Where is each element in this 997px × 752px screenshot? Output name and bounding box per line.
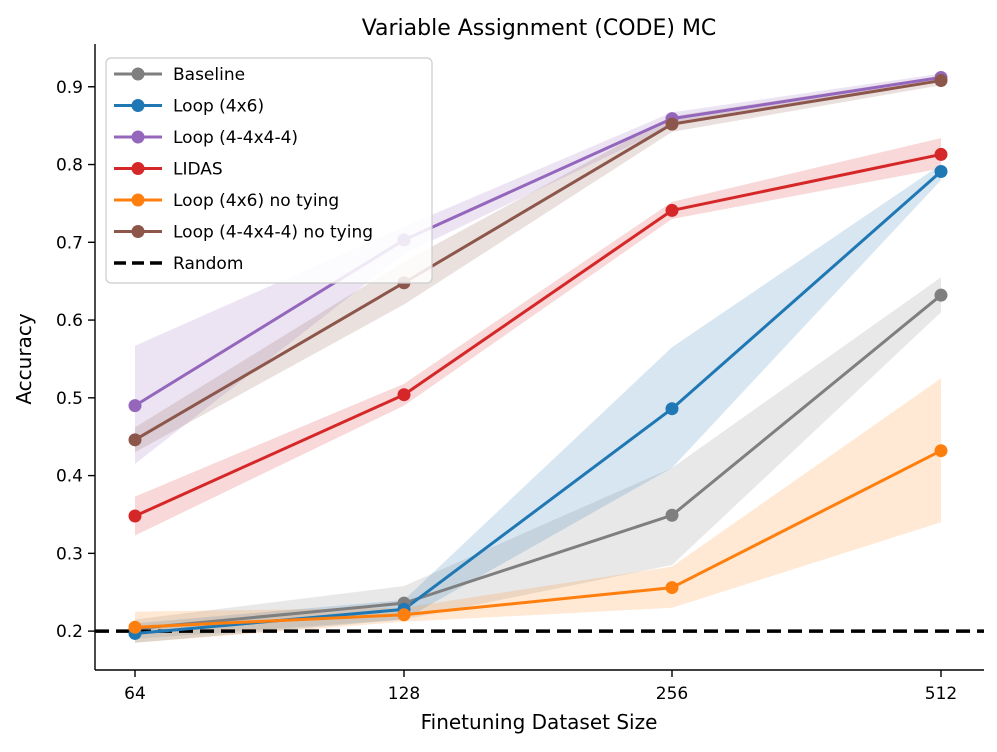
x-tick-label-64: 64 [124,684,146,704]
y-axis-label: Accuracy [12,313,36,404]
point-lidas-128 [397,388,411,402]
x-tick-label-256: 256 [656,684,688,704]
line-loop-4x6-no-tying [133,449,943,629]
point-loop-4x6-no-tying-64 [128,620,142,634]
line-loop-4-4x4-4-no-tying [133,79,943,442]
legend-label-baseline: Baseline [173,65,245,85]
point-loop-4-4x4-4-no-tying-256 [665,117,679,131]
legend-marker-loop-4x6 [131,99,145,112]
legend: Baseline Loop (4x6) Loop (4-4x4-4) LIDAS Loo… [105,57,433,284]
point-loop-4x6-no-tying-512 [934,444,948,458]
legend-box [105,57,433,284]
line-baseline [133,293,943,631]
y-tick-label-0: 0.2 [56,622,83,642]
legend-label-loop-4x6: Loop (4x6) [173,97,264,117]
x-axis-ticks: 64 128 256 512 [124,670,957,704]
y-tick-label-1: 0.3 [56,544,83,564]
point-loop-4x6-256 [665,402,679,416]
point-lidas-256 [665,203,679,217]
x-tick-label-128: 128 [388,684,420,704]
legend-marker-loop-4-4x4-4 [131,130,145,144]
point-baseline-256 [665,508,679,522]
line-loop-4-4x4-4 [133,75,943,408]
x-axis-label: Finetuning Dataset Size [421,710,658,734]
legend-marker-baseline [131,67,145,81]
band-lidas [135,138,941,536]
point-loop-4-4x4-4-64 [128,399,142,413]
point-loop-4x6-no-tying-256 [665,581,679,595]
chart-title: Variable Assignment (CODE) MC [362,16,717,41]
point-lidas-64 [128,509,142,523]
legend-marker-loop-4x6-no-tying [131,193,145,207]
point-lidas-512 [934,147,948,161]
line-lidas [133,152,943,518]
y-tick-label-6: 0.8 [56,156,83,176]
band-baseline [135,277,941,639]
point-loop-4x6-512 [934,165,948,179]
band-loop-4x6-no-tying [135,378,941,643]
point-baseline-512 [934,288,948,302]
point-loop-4-4x4-4-no-tying-64 [128,433,142,447]
y-tick-label-5: 0.7 [56,233,83,253]
legend-marker-loop-4-4x4-4-no-tying [131,225,145,238]
y-axis-ticks: 0.2 0.3 0.4 0.5 0.6 0.7 0.8 0.9 [56,78,95,642]
point-loop-4x6-no-tying-128 [397,608,411,622]
legend-label-loop-4x6-no-tying: Loop (4x6) no tying [173,191,339,211]
y-tick-label-3: 0.5 [56,389,83,409]
series-lines [133,75,943,635]
x-tick-label-512: 512 [925,684,957,704]
confidence-bands [135,73,941,643]
y-tick-label-7: 0.9 [56,78,83,98]
legend-label-random: Random [173,254,243,274]
point-loop-4-4x4-4-no-tying-512 [934,74,948,88]
legend-label-lidas: LIDAS [173,160,223,180]
legend-label-loop-4-4x4-4-no-tying: Loop (4-4x4-4) no tying [173,223,373,243]
legend-marker-lidas [131,162,145,175]
y-tick-label-4: 0.6 [56,311,83,331]
y-tick-label-2: 0.4 [56,467,83,487]
legend-label-loop-4-4x4-4: Loop (4-4x4-4) [173,128,298,148]
